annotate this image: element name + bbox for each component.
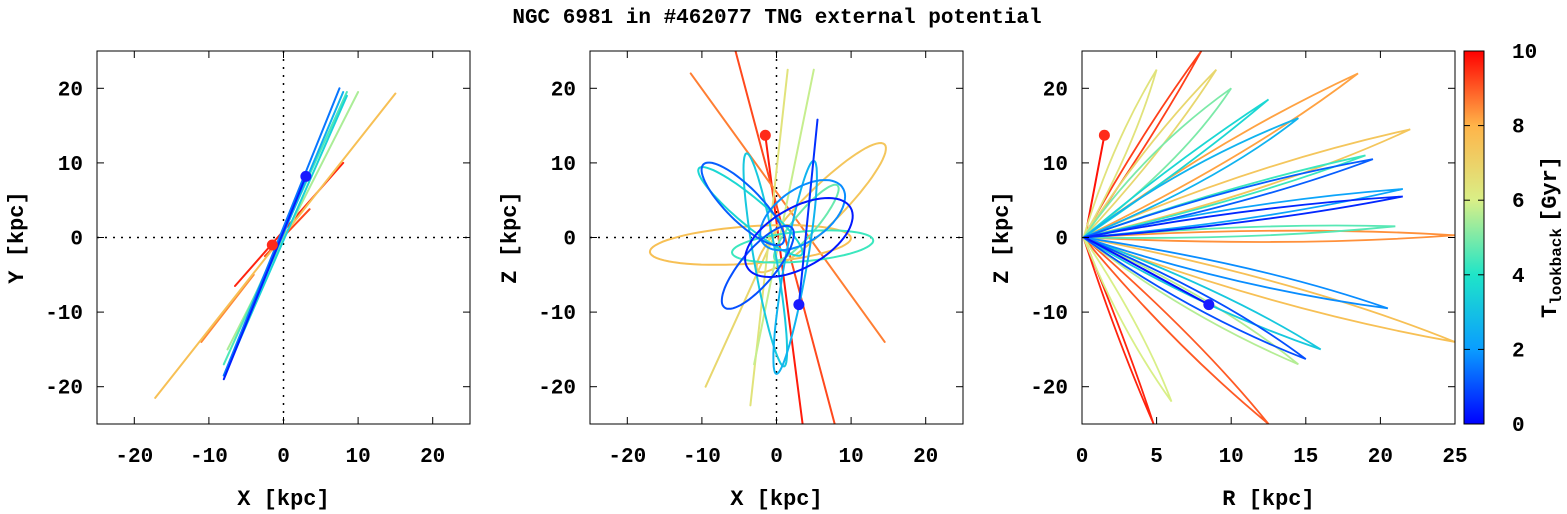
orbit-loop	[772, 183, 840, 262]
y-axis-label: Y [kpc]	[5, 191, 30, 283]
y-tick-label: 20	[1043, 79, 1068, 102]
end-point	[1203, 299, 1215, 311]
orbit-loop	[742, 152, 789, 368]
colorbar-tick-label: 4	[1512, 266, 1525, 289]
orbit-lobe	[1082, 237, 1173, 403]
y-tick-label: -20	[45, 378, 83, 401]
orbit-lobe	[1083, 195, 1403, 239]
orbit-lobe	[1083, 236, 1389, 310]
x-tick-label: 10	[345, 446, 370, 469]
x-tick-label: 25	[1442, 446, 1467, 469]
x-tick-label: 0	[277, 446, 290, 469]
y-tick-label: 20	[58, 79, 83, 102]
orbit-loop	[700, 161, 786, 247]
y-tick-label: 20	[551, 79, 576, 102]
x-tick-label: 10	[1219, 446, 1244, 469]
orbit-series	[648, 51, 887, 424]
y-axis-label: Z [kpc]	[498, 191, 523, 283]
colorbar-label-main: T	[1538, 305, 1563, 318]
x-axis-label: X [kpc]	[237, 487, 329, 512]
orbit-segment	[200, 273, 255, 343]
x-tick-label: 20	[1368, 446, 1393, 469]
orbit-segment	[222, 175, 307, 381]
orbit-segment	[689, 72, 886, 343]
x-tick-label: 20	[913, 446, 938, 469]
x-axis-label: X [kpc]	[730, 487, 822, 512]
orbit-loop	[730, 229, 875, 264]
orbit-loop	[744, 196, 854, 279]
x-tick-label: -20	[608, 446, 646, 469]
x-tick-label: 0	[770, 446, 783, 469]
orbit-segment	[1084, 236, 1210, 306]
colorbar-tick-label: 8	[1512, 117, 1525, 140]
x-tick-label: -20	[115, 446, 153, 469]
x-tick-label: 15	[1293, 446, 1318, 469]
plot-frame	[589, 50, 964, 425]
start-point	[1098, 129, 1110, 141]
y-tick-label: -10	[45, 303, 83, 326]
orbit-lobe	[1083, 188, 1403, 239]
y-tick-label: 10	[58, 154, 83, 177]
colorbar: 0 2 4 6 8 10 Tlookback [Gyr]	[1463, 42, 1566, 438]
x-tick-label: 5	[1150, 446, 1163, 469]
orbit-lobe	[1082, 87, 1232, 239]
orbit-lobe	[1083, 158, 1374, 239]
x-tick-label: 0	[1076, 446, 1089, 469]
orbit-lobe	[1082, 69, 1218, 239]
orbit-lobe	[1082, 236, 1270, 424]
orbit-loop	[697, 165, 804, 257]
orbit-lobe	[1082, 236, 1307, 360]
start-point	[759, 129, 771, 141]
colorbar-tick-label: 10	[1512, 42, 1537, 65]
orbit-lobe	[1083, 128, 1411, 239]
orbit-lobe	[1082, 237, 1155, 424]
start-point	[266, 239, 278, 251]
y-tick-label: 0	[70, 229, 83, 252]
y-tick-label: 10	[551, 154, 576, 177]
x-tick-label: -10	[683, 446, 721, 469]
panel-rz: 0 5 10 15 20 25 -20 -10 0 10 20 R [kpc] Z [kpc]	[990, 50, 1468, 512]
orbit-lobe	[1083, 236, 1455, 343]
y-tick-label: 0	[563, 229, 576, 252]
x-tick-label: 10	[838, 446, 863, 469]
x-tick-label: 20	[420, 446, 445, 469]
x-axis-label: R [kpc]	[1222, 487, 1314, 512]
orbit-series	[1082, 51, 1455, 424]
orbit-lobe	[1083, 229, 1455, 243]
y-tick-label: -10	[538, 303, 576, 326]
orbit-lobe	[1082, 117, 1299, 239]
colorbar-label-sub: lookback	[1548, 228, 1566, 305]
panel-xz: -20 -10 0 10 20 -20 -10 0 10 20 X [kpc] Z [kpc]	[498, 50, 964, 512]
colorbar-tick-label: 2	[1512, 340, 1525, 363]
y-tick-label: 0	[1055, 229, 1068, 252]
orbit-lobe	[1083, 236, 1322, 351]
colorbar-label-unit: [Gyr]	[1538, 156, 1563, 222]
orbit-lobe	[1082, 236, 1299, 366]
orbit-loop	[648, 224, 852, 266]
orbit-lobe	[1082, 69, 1158, 238]
y-tick-label: -10	[1030, 303, 1068, 326]
end-point	[793, 299, 805, 311]
orbit-segment	[753, 68, 815, 366]
orbit-lobe	[1083, 224, 1396, 239]
colorbar-tick-label: 6	[1512, 191, 1525, 214]
orbit-segment	[222, 87, 341, 377]
panel-xy: -20 -10 0 10 20 -20 -10 0 10 20 X [kpc] Y [kpc]	[5, 50, 471, 512]
orbit-loop	[720, 224, 795, 310]
y-tick-label: -20	[1030, 378, 1068, 401]
chart-title: NGC 6981 in #462077 TNG external potenti…	[512, 7, 1041, 30]
colorbar-label: Tlookback [Gyr]	[1538, 156, 1566, 318]
orbit-segment	[797, 118, 819, 306]
colorbar-gradient	[1463, 50, 1485, 425]
orbit-series	[154, 87, 397, 399]
end-point	[300, 170, 312, 182]
y-tick-label: 10	[1043, 154, 1068, 177]
y-tick-label: -20	[538, 378, 576, 401]
orbit-loop	[759, 179, 847, 252]
colorbar-tick-label: 0	[1512, 415, 1525, 438]
orbit-loop	[772, 159, 818, 375]
x-tick-label: -10	[190, 446, 228, 469]
y-axis-label: Z [kpc]	[990, 191, 1015, 283]
